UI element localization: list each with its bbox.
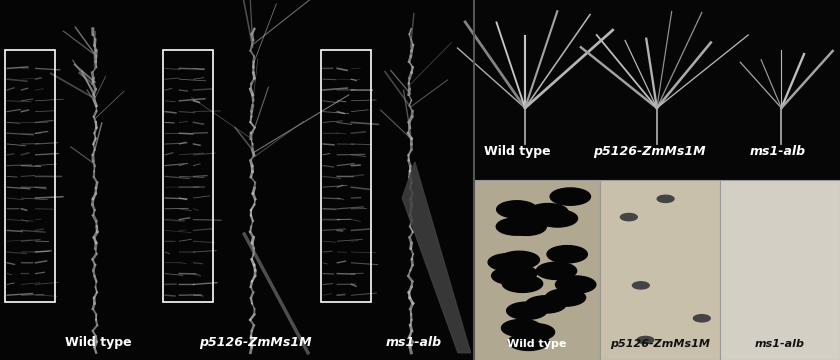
Text: Wild type: Wild type bbox=[507, 339, 567, 349]
Circle shape bbox=[536, 262, 576, 279]
Circle shape bbox=[528, 203, 568, 221]
Circle shape bbox=[514, 324, 554, 341]
Circle shape bbox=[545, 289, 585, 306]
Circle shape bbox=[633, 282, 649, 289]
Circle shape bbox=[508, 333, 549, 350]
Bar bbox=[474, 180, 600, 360]
Circle shape bbox=[501, 319, 542, 337]
Circle shape bbox=[694, 315, 711, 322]
Circle shape bbox=[499, 251, 539, 269]
Circle shape bbox=[621, 213, 638, 221]
Circle shape bbox=[491, 267, 532, 284]
Bar bbox=[163, 50, 213, 302]
Text: p5126-ZmMs1M: p5126-ZmMs1M bbox=[593, 145, 706, 158]
Circle shape bbox=[657, 195, 674, 202]
Circle shape bbox=[496, 201, 537, 218]
Bar bbox=[474, 0, 840, 180]
Bar bbox=[720, 180, 840, 360]
Circle shape bbox=[496, 218, 537, 235]
Bar bbox=[5, 50, 55, 302]
Circle shape bbox=[637, 337, 654, 344]
Circle shape bbox=[507, 302, 547, 319]
Circle shape bbox=[512, 211, 553, 229]
Circle shape bbox=[555, 276, 596, 293]
Circle shape bbox=[526, 296, 566, 313]
Circle shape bbox=[550, 188, 591, 205]
Circle shape bbox=[506, 218, 546, 235]
Circle shape bbox=[547, 246, 587, 263]
Polygon shape bbox=[402, 162, 470, 353]
Bar bbox=[600, 180, 720, 360]
Text: Wild type: Wild type bbox=[485, 145, 551, 158]
Text: ms1-alb: ms1-alb bbox=[755, 339, 805, 349]
Text: p5126-ZmMs1M: p5126-ZmMs1M bbox=[200, 336, 312, 349]
Text: ms1-alb: ms1-alb bbox=[386, 336, 442, 349]
Circle shape bbox=[488, 254, 528, 271]
Circle shape bbox=[496, 265, 537, 282]
Circle shape bbox=[502, 275, 543, 292]
Bar bbox=[321, 50, 371, 302]
Text: ms1-alb: ms1-alb bbox=[749, 145, 806, 158]
Circle shape bbox=[538, 210, 578, 227]
Circle shape bbox=[517, 206, 557, 223]
Bar bbox=[158, 0, 316, 360]
Text: Wild type: Wild type bbox=[65, 336, 131, 349]
Bar bbox=[0, 0, 158, 360]
Bar bbox=[316, 0, 474, 360]
Text: p5126-ZmMs1M: p5126-ZmMs1M bbox=[610, 339, 710, 349]
